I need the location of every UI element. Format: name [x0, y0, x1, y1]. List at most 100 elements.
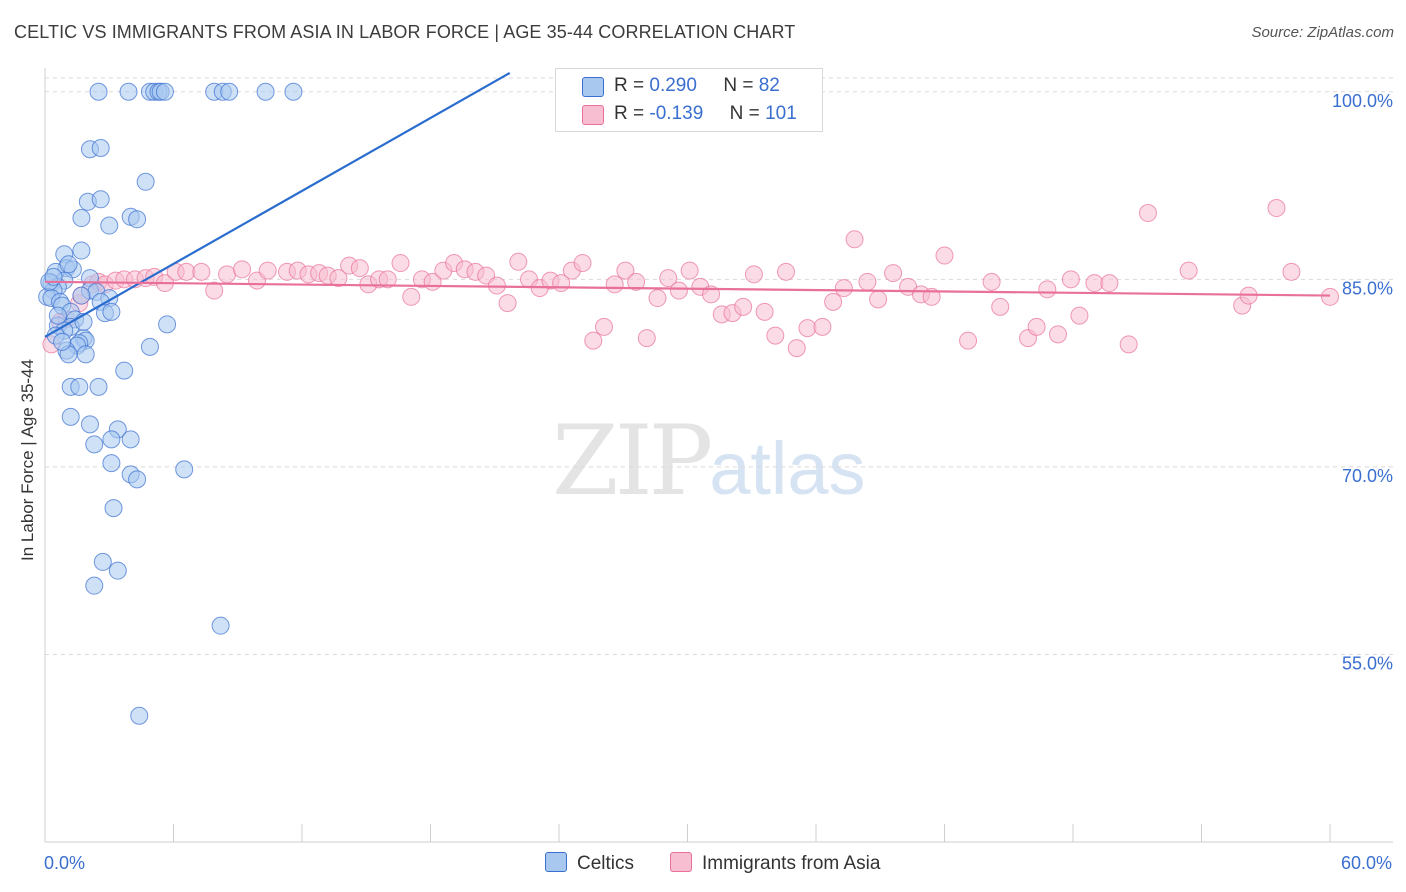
- celtics-point: [70, 377, 89, 396]
- asia-point: [834, 279, 853, 298]
- celtics-point: [100, 216, 119, 235]
- celtics-point: [256, 82, 275, 101]
- asia-point: [509, 252, 528, 271]
- asia-point: [1138, 204, 1157, 223]
- celtics-point: [48, 306, 67, 325]
- asia-point: [1027, 317, 1046, 336]
- celtics-swatch-icon: [582, 77, 604, 97]
- celtics-point: [61, 407, 80, 426]
- asia-point: [498, 294, 517, 313]
- asia-point: [845, 230, 864, 249]
- celtics-point: [80, 415, 99, 434]
- celtics-point: [108, 561, 127, 580]
- celtics-point: [119, 82, 138, 101]
- legend-n-value: 82: [758, 75, 780, 96]
- asia-point: [648, 289, 667, 308]
- asia-point: [1038, 280, 1057, 299]
- asia-point: [378, 270, 397, 289]
- asia-point: [205, 281, 224, 300]
- asia-point: [616, 261, 635, 280]
- celtics-point: [91, 139, 110, 158]
- celtics-point: [284, 82, 303, 101]
- asia-point: [755, 302, 774, 321]
- celtics-point: [121, 430, 140, 449]
- celtics-point: [53, 332, 72, 351]
- legend-r-label: R =: [614, 103, 645, 124]
- asia-point: [777, 262, 796, 281]
- celtics-legend-icon: [545, 852, 567, 872]
- asia-point: [233, 260, 252, 279]
- celtics-point: [59, 255, 78, 274]
- chart-title: CELTIC VS IMMIGRANTS FROM ASIA IN LABOR …: [14, 22, 796, 42]
- asia-point: [935, 246, 954, 265]
- asia-point: [1282, 262, 1301, 281]
- asia-point: [744, 265, 763, 284]
- celtics-point: [85, 435, 104, 454]
- asia-point: [869, 290, 888, 309]
- celtics-point: [130, 706, 149, 725]
- asia-point: [884, 264, 903, 283]
- y-tick-label: 55.0%: [1342, 653, 1393, 673]
- celtics-point: [140, 337, 159, 356]
- celtics-point: [102, 454, 121, 473]
- asia-point: [669, 281, 688, 300]
- celtics-point: [89, 82, 108, 101]
- celtics-point: [93, 552, 112, 571]
- legend-celtics-label: Celtics: [577, 853, 635, 874]
- y-axis-label: In Labor Force | Age 35-44: [18, 359, 37, 561]
- asia-point: [637, 329, 656, 348]
- celtics-point: [155, 82, 174, 101]
- asia-point: [594, 317, 613, 336]
- celtics-point: [128, 210, 147, 229]
- asia-point: [680, 261, 699, 280]
- bottom-legend: Celtics Immigrants from Asia: [0, 852, 1406, 878]
- celtics-point: [175, 460, 194, 479]
- asia-point: [627, 272, 646, 291]
- asia-point: [959, 331, 978, 350]
- asia-point: [659, 269, 678, 288]
- celtics-point: [72, 209, 91, 228]
- asia-point: [1061, 270, 1080, 289]
- y-tick-label: 85.0%: [1342, 278, 1393, 298]
- asia-point: [1100, 274, 1119, 293]
- asia-point: [402, 287, 421, 306]
- asia-point: [1321, 287, 1339, 306]
- legend-r-value: 0.290: [649, 75, 697, 96]
- source-credit: Source: ZipAtlas.com: [1251, 24, 1394, 41]
- celtics-trend-line: [44, 72, 511, 338]
- asia-point: [584, 331, 603, 350]
- celtics-point: [220, 82, 239, 101]
- y-tick-label: 100.0%: [1332, 91, 1393, 111]
- asia-point: [350, 259, 369, 278]
- legend-item-asia: Immigrants from Asia: [670, 852, 880, 875]
- x-axis-min-label: 0.0%: [44, 853, 86, 873]
- celtics-point: [104, 499, 123, 518]
- celtics-point: [115, 361, 134, 380]
- celtics-point: [102, 430, 121, 449]
- y-tick-label: 70.0%: [1342, 466, 1393, 486]
- asia-swatch-icon: [582, 105, 604, 125]
- legend-n-label: N =: [729, 103, 760, 124]
- asia-point: [991, 297, 1010, 316]
- asia-point: [787, 339, 806, 358]
- asia-point: [258, 261, 277, 280]
- asia-point: [1267, 199, 1286, 218]
- celtics-point: [72, 241, 91, 260]
- legend-n-value: 101: [765, 103, 797, 124]
- celtics-point: [91, 190, 110, 209]
- legend-r-label: R =: [614, 75, 645, 96]
- celtics-point: [136, 172, 155, 191]
- asia-point: [1119, 335, 1138, 354]
- asia-point: [605, 275, 624, 294]
- asia-point: [824, 292, 843, 311]
- asia-point: [329, 269, 348, 288]
- legend-n-label: N =: [723, 75, 754, 96]
- asia-point: [982, 272, 1001, 291]
- asia-point: [218, 265, 237, 284]
- celtics-point: [85, 576, 104, 595]
- asia-point: [1179, 261, 1198, 280]
- legend-item-celtics: Celtics: [545, 852, 634, 875]
- asia-point: [1049, 325, 1068, 344]
- x-axis-max-label: 60.0%: [1340, 853, 1392, 873]
